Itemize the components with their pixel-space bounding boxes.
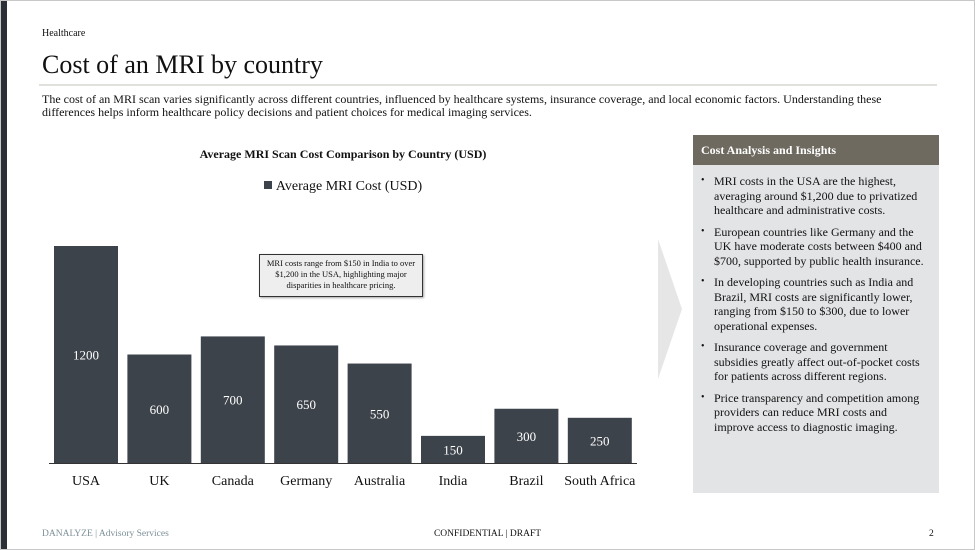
x-tick-label: UK xyxy=(149,474,169,489)
chart-title: Average MRI Scan Cost Comparison by Coun… xyxy=(199,147,487,161)
x-tick-label: USA xyxy=(72,474,101,489)
footer-brand: DANALYZE | Advisory Services xyxy=(42,529,169,539)
footer-status: CONFIDENTIAL | DRAFT xyxy=(433,529,542,539)
data-label: 550 xyxy=(370,406,390,421)
data-label: 600 xyxy=(150,402,170,417)
bar xyxy=(347,363,412,463)
bar xyxy=(200,336,265,463)
left-accent-bar xyxy=(1,1,7,549)
bar xyxy=(54,246,118,463)
bar xyxy=(274,345,339,463)
x-tick-label: India xyxy=(439,474,469,489)
insight-item: Insurance coverage and government subsid… xyxy=(701,340,929,384)
chevron-arrow-icon xyxy=(658,239,682,379)
data-label: 150 xyxy=(443,442,463,457)
insight-item: MRI costs in the USA are the highest, av… xyxy=(701,174,929,218)
bar xyxy=(567,417,632,463)
chart-legend: Average MRI Cost (USD) xyxy=(49,179,637,195)
x-tick-label: Brazil xyxy=(509,474,543,489)
insights-panel-title: Cost Analysis and Insights xyxy=(693,135,939,165)
bar-chart: 1200 USA 600 UK 700 Canada 650 Germany 550 Austra… xyxy=(49,246,637,489)
data-label: 700 xyxy=(223,393,243,408)
insight-item: European countries like Germany and the … xyxy=(701,225,929,269)
legend-label: Average MRI Cost (USD) xyxy=(275,179,423,194)
data-label: 300 xyxy=(517,429,537,444)
x-tick-label: South Africa xyxy=(564,474,636,489)
insight-item: Price transparency and competition among… xyxy=(701,391,929,435)
insights-panel: Cost Analysis and Insights MRI costs in … xyxy=(693,135,939,493)
page-title: Cost of an MRI by country xyxy=(42,50,323,79)
data-label: 250 xyxy=(590,433,610,448)
data-label: 650 xyxy=(296,397,316,412)
insight-item: In developing countries such as India an… xyxy=(701,275,929,333)
intro-text: The cost of an MRI scan varies significa… xyxy=(42,92,882,119)
x-tick-label: Australia xyxy=(354,474,406,489)
legend-swatch xyxy=(263,181,272,189)
bar xyxy=(127,354,192,463)
x-tick-label: Canada xyxy=(212,474,255,489)
chart-annotation: MRI costs range from $150 in India to ov… xyxy=(259,254,423,297)
data-label: 1200 xyxy=(73,348,99,363)
insights-list: MRI costs in the USA are the highest, av… xyxy=(693,165,939,434)
x-tick-label: Germany xyxy=(280,474,332,489)
bar xyxy=(421,435,485,463)
bar xyxy=(494,408,559,463)
page-number: 2 xyxy=(929,529,934,539)
title-divider xyxy=(39,84,937,86)
section-label: Healthcare xyxy=(42,28,86,39)
